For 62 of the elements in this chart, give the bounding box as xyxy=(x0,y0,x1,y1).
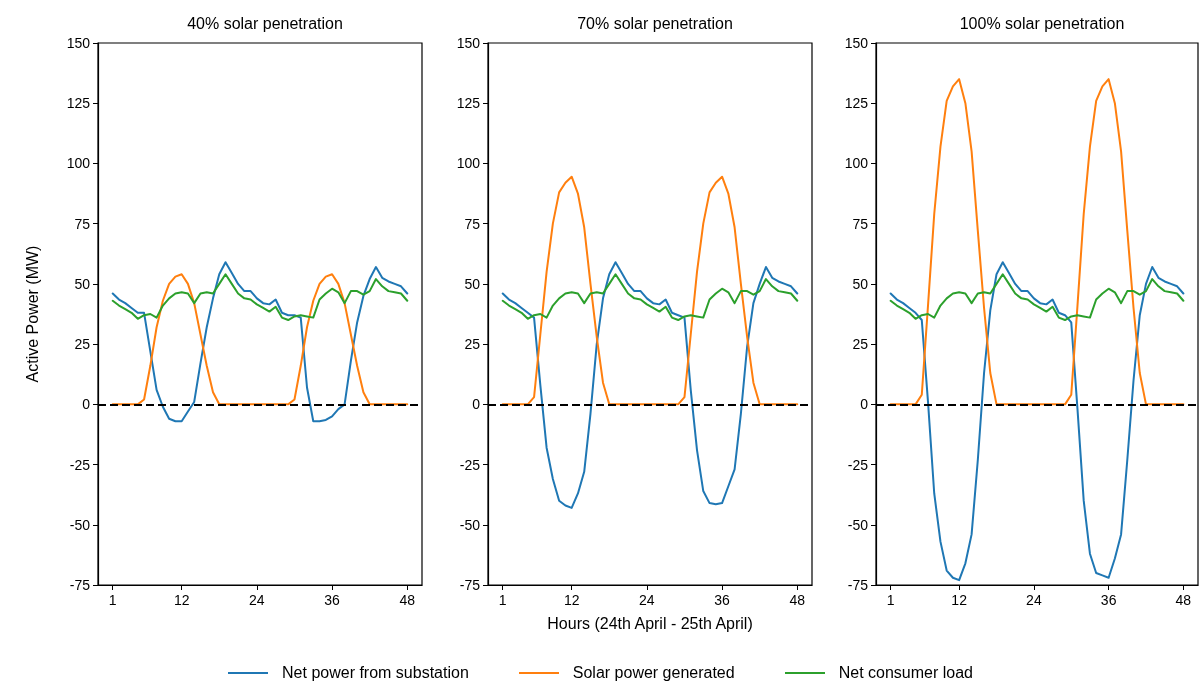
y-tick-label: 100 xyxy=(844,155,869,172)
y-tick-label: 125 xyxy=(456,95,481,112)
x-tick-label: 36 xyxy=(1100,592,1117,608)
line-series xyxy=(111,273,409,406)
y-tick-label: 25 xyxy=(852,336,869,353)
x-tick-label: 24 xyxy=(1026,592,1042,608)
y-tick-label: 25 xyxy=(464,336,481,353)
y-tick-label: 75 xyxy=(464,215,481,232)
y-tick-label: 50 xyxy=(464,275,481,292)
y-tick-label: 150 xyxy=(66,35,91,51)
line-series xyxy=(111,261,409,423)
y-tick-label: 25 xyxy=(74,336,91,353)
y-axis-title: Active Power (MW) xyxy=(23,245,41,383)
line-series xyxy=(501,175,799,406)
x-tick-label: 24 xyxy=(249,592,265,608)
y-tick-label: -75 xyxy=(69,577,91,593)
y-tick-label: 125 xyxy=(844,95,869,112)
x-tick-label: 1 xyxy=(886,592,895,608)
x-tick-label: 48 xyxy=(1175,592,1192,608)
y-tick-label: 0 xyxy=(82,396,91,413)
y-tick-label: -50 xyxy=(847,516,869,533)
y-tick-label: -25 xyxy=(847,456,869,473)
line-series xyxy=(501,273,799,322)
y-tick-label: 125 xyxy=(66,95,91,112)
line-series xyxy=(889,78,1185,406)
x-tick-label: 48 xyxy=(399,592,416,608)
y-tick-label: -25 xyxy=(69,456,91,473)
x-tick-label: 36 xyxy=(714,592,731,608)
chart-title: 100% solar penetration xyxy=(959,14,1125,32)
y-tick-label: 75 xyxy=(74,215,91,232)
line-series xyxy=(889,261,1185,582)
y-tick-label: 100 xyxy=(66,155,91,172)
x-tick-label: 12 xyxy=(173,592,190,608)
y-tick-label: 50 xyxy=(74,275,91,292)
y-tick-label: 0 xyxy=(860,396,869,413)
y-tick-label: -25 xyxy=(459,456,481,473)
y-tick-label: 100 xyxy=(456,155,481,172)
line-series xyxy=(501,261,799,509)
x-tick-label: 24 xyxy=(639,592,655,608)
y-tick-label: 150 xyxy=(844,35,869,51)
y-tick-label: 50 xyxy=(852,275,869,292)
x-tick-label: 1 xyxy=(498,592,507,608)
chart-title: 70% solar penetration xyxy=(577,14,733,32)
chart-title: 40% solar penetration xyxy=(187,14,343,32)
y-tick-label: -50 xyxy=(459,516,481,533)
x-tick-label: 12 xyxy=(563,592,580,608)
y-tick-label: 75 xyxy=(852,215,869,232)
x-tick-label: 36 xyxy=(324,592,341,608)
x-tick-label: 1 xyxy=(108,592,117,608)
legend-label: Solar power generated xyxy=(572,664,735,682)
y-tick-label: -75 xyxy=(847,577,869,593)
x-axis-title: Hours (24th April - 25th April) xyxy=(547,614,753,632)
y-tick-label: 150 xyxy=(456,35,481,51)
line-series xyxy=(889,273,1185,322)
x-tick-label: 48 xyxy=(789,592,806,608)
y-tick-label: -75 xyxy=(459,577,481,593)
line-series xyxy=(111,273,409,322)
x-tick-label: 12 xyxy=(951,592,968,608)
legend-label: Net consumer load xyxy=(838,664,973,682)
legend-label: Net power from substation xyxy=(282,664,469,682)
y-tick-label: 0 xyxy=(472,396,481,413)
y-tick-label: -50 xyxy=(69,516,91,533)
